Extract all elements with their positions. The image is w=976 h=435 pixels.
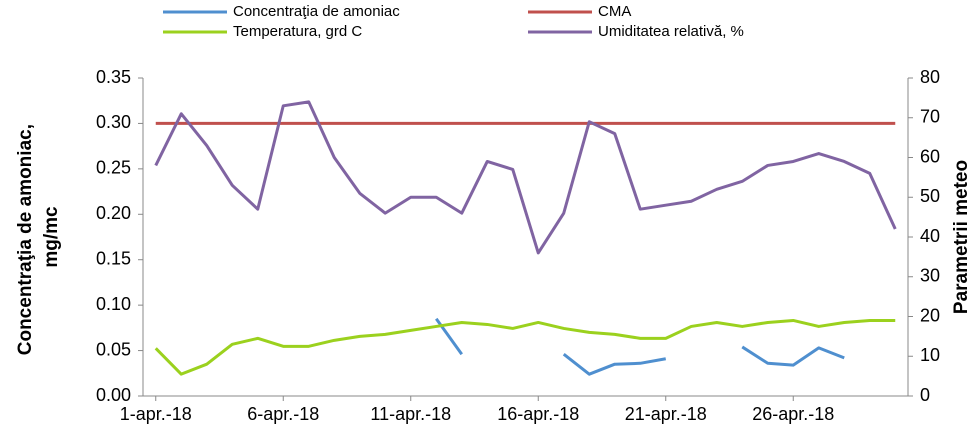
y2-tick-label: 80: [920, 67, 940, 87]
y-tick-label: 0.10: [96, 294, 131, 314]
y-axis-title: Concentraţia de amoniac, mg/mc: [15, 119, 62, 356]
y2-tick-label: 10: [920, 345, 940, 365]
legend-label: Temperatura, grd C: [233, 23, 362, 40]
y2-tick-label: 50: [920, 186, 940, 206]
x-tick-label: 26-apr.-18: [752, 404, 834, 424]
series-line: [154, 318, 896, 376]
y-axis-title-line: mg/mc: [41, 206, 62, 268]
x-tick-label: 6-apr.-18: [247, 404, 319, 424]
y-axis-title-line: Concentraţia de amoniac,: [15, 124, 36, 355]
y2-tick-label: 40: [920, 226, 940, 246]
y2-tick-label: 60: [920, 146, 940, 166]
y2-tick-label: 0: [920, 385, 930, 405]
y-tick-label: 0.00: [96, 385, 131, 405]
y2-axis-title: Parametrii meteo: [951, 160, 972, 314]
legend-label: Concentraţia de amoniac: [233, 3, 400, 20]
series-line: [562, 353, 667, 376]
y2-tick-label: 20: [920, 305, 940, 325]
x-tick-label: 1-apr.-18: [120, 404, 192, 424]
y-tick-label: 0.15: [96, 248, 131, 268]
y-tick-label: 0.05: [96, 339, 131, 359]
x-tick-label: 16-apr.-18: [497, 404, 579, 424]
series-line: [154, 100, 897, 255]
y-tick-label: 0.30: [96, 112, 131, 132]
x-tick-label: 21-apr.-18: [625, 404, 707, 424]
y2-tick-label: 70: [920, 107, 940, 127]
legend-label: Umiditatea relativă, %: [598, 23, 744, 40]
series-line: [741, 345, 845, 367]
y2-tick-label: 30: [920, 266, 940, 286]
legend-label: CMA: [598, 3, 631, 20]
y-tick-label: 0.20: [96, 203, 131, 223]
y-tick-label: 0.25: [96, 158, 131, 178]
y-tick-label: 0.35: [96, 67, 131, 87]
x-tick-label: 11-apr.-18: [370, 404, 451, 424]
